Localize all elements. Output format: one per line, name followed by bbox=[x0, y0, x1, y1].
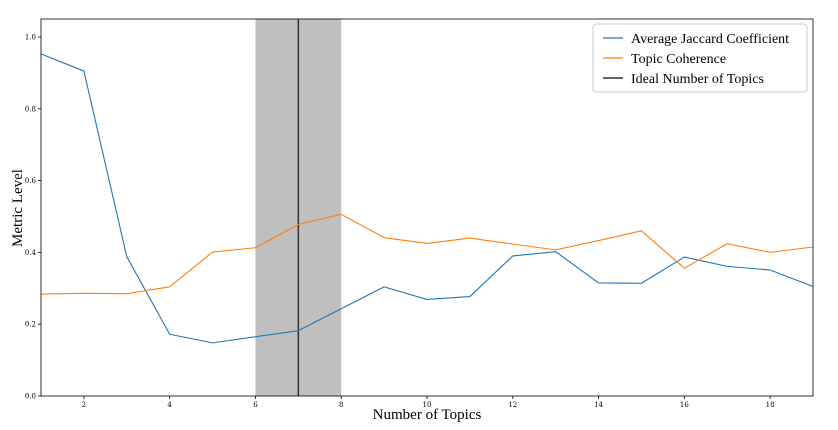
y-tick-label: 0.4 bbox=[25, 249, 37, 257]
x-tick-label: 14 bbox=[594, 401, 603, 409]
x-tick-label: 18 bbox=[766, 401, 775, 409]
x-tick-label: 10 bbox=[423, 401, 432, 409]
y-tick-label: 0.6 bbox=[25, 177, 37, 185]
y-tick-label: 0.2 bbox=[25, 321, 36, 329]
x-axis-label: Number of Topics bbox=[373, 407, 482, 423]
x-tick-label: 2 bbox=[82, 401, 86, 409]
legend-label-jaccard: Average Jaccard Coefficient bbox=[631, 32, 789, 47]
x-tick-label: 4 bbox=[167, 401, 172, 409]
series-line-jaccard bbox=[40, 53, 814, 344]
y-axis-label: Metric Level bbox=[10, 169, 26, 247]
series-line-coherence bbox=[40, 213, 814, 295]
legend-box bbox=[592, 23, 808, 93]
x-tick-label: 6 bbox=[253, 401, 258, 409]
x-tick-label: 16 bbox=[680, 401, 689, 409]
legend-label-ideal: Ideal Number of Topics bbox=[631, 72, 764, 87]
y-tick-label: 0.8 bbox=[25, 105, 36, 113]
series-layer bbox=[40, 53, 814, 344]
legend-label-coherence: Topic Coherence bbox=[631, 52, 726, 67]
legend: Average Jaccard Coefficient Topic Cohere… bbox=[592, 23, 808, 93]
x-tick-label: 8 bbox=[339, 401, 343, 409]
ticks-layer: 2 4 6 8 10 12 14 16 18 0.0 0.2 0.4 0.6 0.8 1.0 bbox=[25, 33, 775, 409]
y-tick-label: 0.0 bbox=[25, 393, 36, 401]
y-tick-label: 1.0 bbox=[25, 33, 36, 41]
x-tick-label: 12 bbox=[508, 401, 517, 409]
